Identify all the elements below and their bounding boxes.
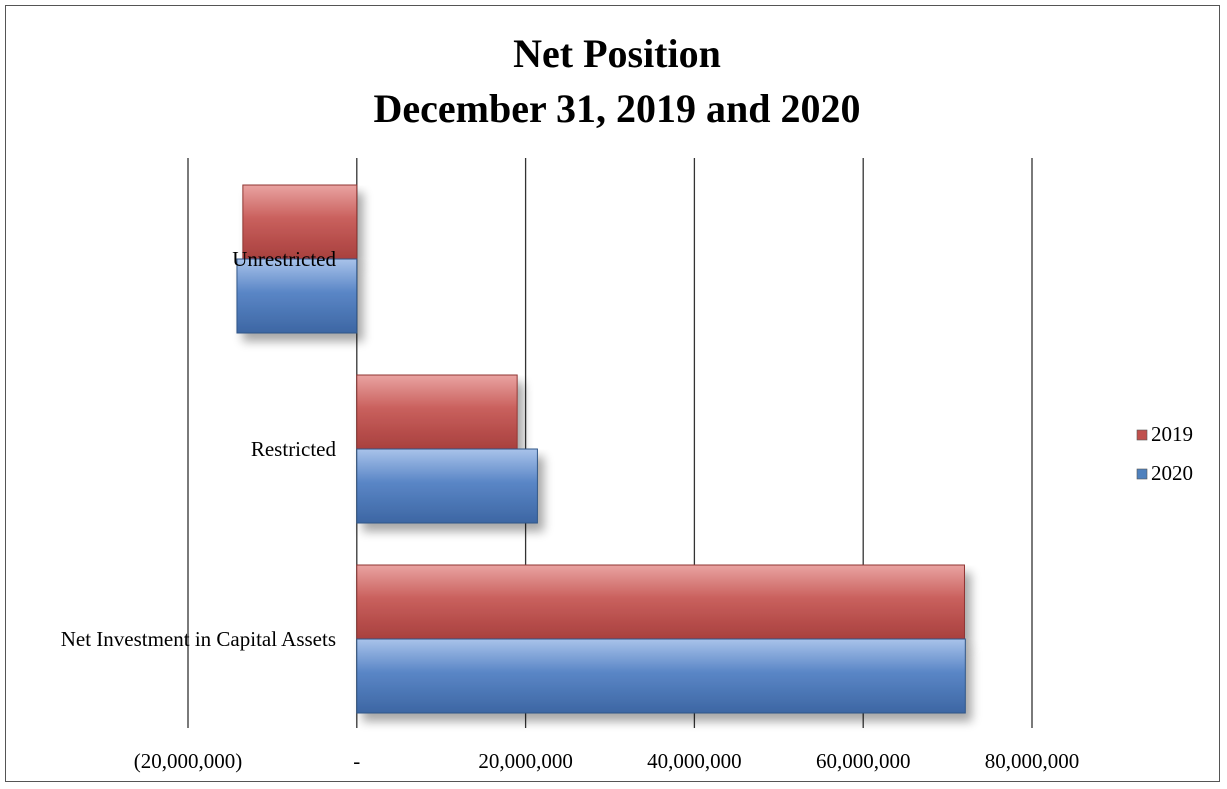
category-label-2: Unrestricted [232,247,336,271]
bar-2020-2 [236,258,358,334]
legend: 2019 2020 [1136,422,1193,485]
bar-2019-1 [356,374,518,450]
bar-2019-0 [356,564,965,640]
x-tick-label-2: 20,000,000 [478,749,573,773]
legend-swatch-2019 [1136,429,1148,441]
legend-label-2020: 2020 [1151,461,1193,485]
legend-label-2019: 2019 [1151,422,1193,446]
x-axis-tick-labels: (20,000,000) - 20,000,000 40,000,000 60,000,… [134,749,1080,773]
category-labels: Net Investment in Capital Assets Restrict… [61,247,337,651]
x-tick-label-5: 80,000,000 [985,749,1080,773]
x-tick-label-0: (20,000,000) [134,749,243,773]
x-tick-label-3: 40,000,000 [647,749,742,773]
bar-2020-0 [356,638,966,714]
category-label-0: Net Investment in Capital Assets [61,627,336,651]
chart-title: Net Position [513,31,721,76]
bar-2019-2 [242,184,358,260]
bar-2020-1 [356,448,538,524]
bars [236,184,966,714]
legend-swatch-2020 [1136,468,1148,480]
x-tick-label-1: - [353,749,360,773]
category-label-1: Restricted [251,437,337,461]
x-tick-label-4: 60,000,000 [816,749,911,773]
chart-subtitle: December 31, 2019 and 2020 [374,86,861,131]
